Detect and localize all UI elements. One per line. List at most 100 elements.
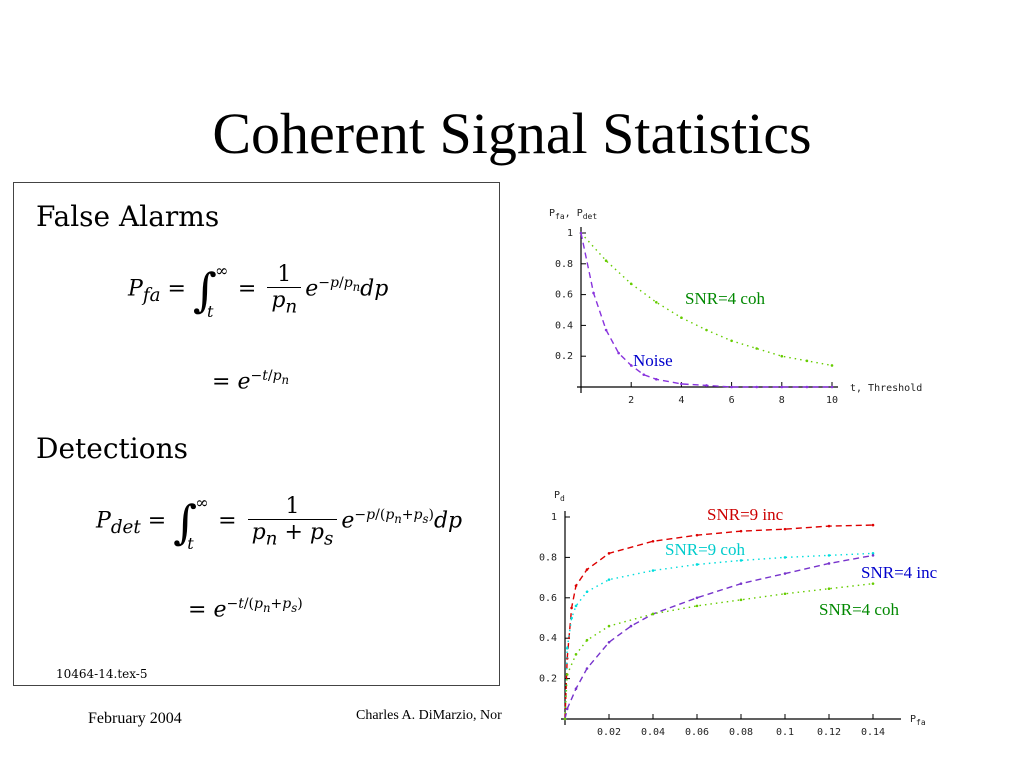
chart1-point-snr-4-coh xyxy=(629,282,633,286)
chart2-x-tick-label: 0.02 xyxy=(597,727,621,738)
chart2-point-snr-9-coh xyxy=(607,578,611,581)
chart1-annotation-snr4-coh: SNR=4 coh xyxy=(685,289,765,308)
chart2-point-snr-9-coh xyxy=(565,647,569,650)
chart2-x-tick-label: 0.1 xyxy=(776,727,794,738)
chart2-point-snr-9-coh xyxy=(827,554,831,557)
chart2-point-snr-9-inc xyxy=(695,533,699,537)
chart1-point-snr-4-coh xyxy=(805,359,809,363)
chart2-y-tick-label: 0.4 xyxy=(539,633,557,644)
chart1-x-tick-label: 8 xyxy=(779,395,785,406)
chart2-point-snr-4-coh xyxy=(607,624,611,628)
chart2-point-snr-4-inc xyxy=(871,554,875,557)
pfa-integral-equation: Pfa = ∫ ∞ t = 1 pn e−p/pndp xyxy=(128,260,389,321)
chart2-y-tick-label: 0.6 xyxy=(539,593,557,604)
chart2-point-snr-4-inc xyxy=(783,572,787,575)
chart1-point-noise xyxy=(755,385,758,389)
chart2-point-snr-9-inc xyxy=(574,584,578,587)
pdet-integral-equation: Pdet = ∫ ∞ t = 1 pn + ps e−p/(pn+ps)dp xyxy=(96,492,463,553)
chart2-point-snr-4-coh xyxy=(827,587,831,591)
chart1-point-noise xyxy=(805,385,809,389)
chart2-point-snr-4-coh xyxy=(563,717,567,721)
chart1-point-snr-4-coh xyxy=(755,347,758,350)
chart1-point-snr-4-coh xyxy=(655,301,658,304)
chart2-x-tick-label: 0.06 xyxy=(685,727,709,738)
chart1-y-tick-label: 1 xyxy=(567,228,573,239)
chart2-x-tick-label: 0.08 xyxy=(729,727,753,738)
chart1-point-snr-4-coh xyxy=(680,316,683,320)
chart2-point-snr-9-inc xyxy=(827,524,831,528)
chart2-point-snr-9-inc xyxy=(651,539,655,543)
chart1-point-noise xyxy=(680,382,683,386)
chart1-point-noise xyxy=(604,328,608,332)
chart2-point-snr-4-inc xyxy=(565,707,569,711)
chart1-point-noise xyxy=(655,378,658,381)
pdet-result-equation: = e−t/(pn+ps) xyxy=(188,596,303,623)
chart1-point-snr-4-coh xyxy=(705,328,708,332)
footer-date: February 2004 xyxy=(88,710,182,727)
chart1-point-snr-4-coh xyxy=(830,364,834,367)
chart1-point-noise xyxy=(629,364,633,367)
chart2-y-tick-label: 0.8 xyxy=(539,552,557,563)
equation-panel xyxy=(13,182,500,686)
chart1-point-noise xyxy=(592,291,595,295)
chart1-y-tick-label: 0.8 xyxy=(555,259,573,270)
chart2-y-tick-label: 0.2 xyxy=(539,674,557,685)
chart2-point-snr-9-coh xyxy=(574,604,578,608)
chart2-x-tick-label: 0.04 xyxy=(641,727,665,738)
chart2-point-snr-9-inc xyxy=(570,606,573,610)
chart1-point-noise xyxy=(730,385,733,389)
chart1-series-noise xyxy=(580,232,832,388)
chart2-point-snr-4-inc xyxy=(607,640,611,644)
chart2-series-snr-9-coh xyxy=(564,552,874,720)
detections-heading: Detections xyxy=(36,432,188,465)
chart2-point-snr-4-coh xyxy=(585,638,589,642)
tex-file-id: 10464-14.tex-5 xyxy=(56,667,148,681)
chart1-point-noise xyxy=(705,384,708,387)
chart2-point-snr-9-inc xyxy=(607,552,611,555)
chart1-x-tick-label: 10 xyxy=(826,395,838,406)
chart2-point-snr-4-coh xyxy=(871,582,875,585)
chart1-y-tick-label: 0.2 xyxy=(555,351,573,362)
chart2-point-snr-4-coh xyxy=(574,653,578,656)
chart2-point-snr-4-inc xyxy=(629,624,633,628)
footer-author: Charles A. DiMarzio, Nor xyxy=(356,708,502,723)
chart2-point-snr-9-inc xyxy=(871,523,875,527)
chart2-series-snr-4-inc xyxy=(564,554,874,720)
false-alarms-heading: False Alarms xyxy=(36,200,220,233)
chart2-x-tick-label: 0.14 xyxy=(861,727,885,738)
slide-title: Coherent Signal Statistics xyxy=(212,101,812,166)
chart2-annotation-snr4-coh: SNR=4 coh xyxy=(819,600,899,619)
chart1-point-noise xyxy=(617,351,620,355)
chart1-point-snr-4-coh xyxy=(604,259,608,263)
chart2-point-snr-4-coh xyxy=(565,673,569,676)
chart2-point-snr-4-coh xyxy=(695,604,699,608)
chart1-point-snr-4-coh xyxy=(780,354,784,358)
chart2-x-axis-label: Pfa xyxy=(910,714,926,727)
chart2-y-tick-label: 1 xyxy=(551,512,557,523)
chart2-point-snr-4-inc xyxy=(585,667,589,670)
chart2-point-snr-4-coh xyxy=(739,598,743,602)
chart2-annotation-snr9-inc: SNR=9 inc xyxy=(707,505,784,524)
chart2-point-snr-4-inc xyxy=(827,562,831,565)
chart1-point-noise xyxy=(579,231,583,235)
chart1-annotation-noise: Noise xyxy=(633,351,673,370)
chart1-y-tick-label: 0.6 xyxy=(555,290,573,301)
chart2-point-snr-9-coh xyxy=(570,616,573,620)
chart1-point-noise xyxy=(642,373,646,376)
chart2-point-snr-9-coh xyxy=(739,559,743,562)
pfa-result-equation: = e−t/pn xyxy=(212,368,290,395)
chart2-point-snr-4-inc xyxy=(739,582,743,585)
chart2-point-snr-4-coh xyxy=(651,612,655,616)
chart2-point-snr-9-coh xyxy=(651,569,655,572)
chart2-point-snr-4-coh xyxy=(783,592,787,596)
chart1-point-snr-4-coh xyxy=(730,339,733,343)
chart1-point-noise xyxy=(780,385,784,389)
chart1-y-axis-label: Pfa, Pdet xyxy=(549,208,597,221)
chart1-x-tick-label: 4 xyxy=(678,395,684,406)
chart1-x-tick-label: 6 xyxy=(729,395,735,406)
chart2-point-snr-9-coh xyxy=(871,552,875,555)
chart2-annotation-snr9-coh: SNR=9 coh xyxy=(665,540,745,559)
chart1-x-tick-label: 2 xyxy=(628,395,634,406)
